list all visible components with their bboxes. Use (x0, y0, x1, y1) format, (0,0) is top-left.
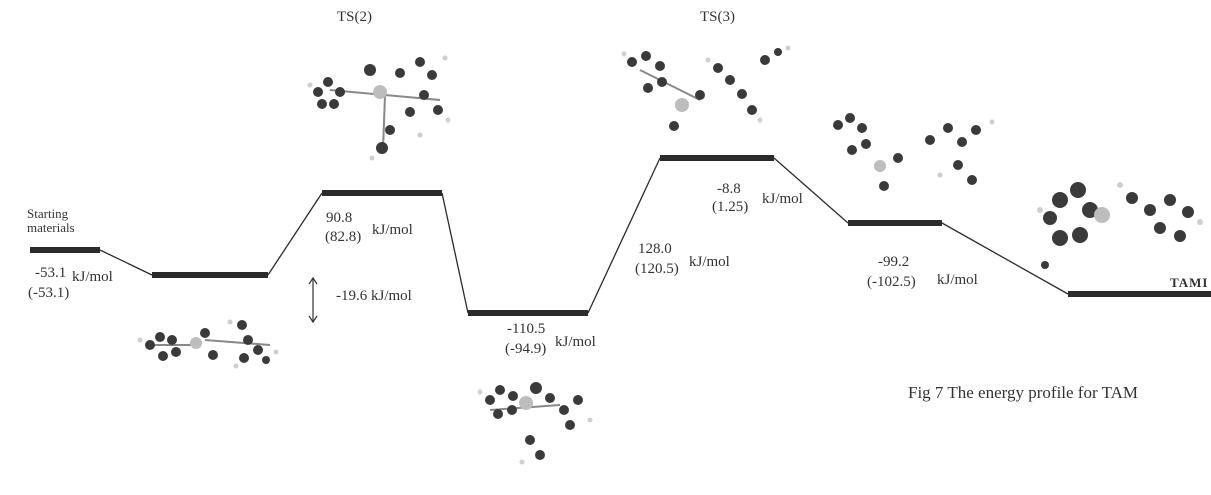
connector-start-complex (99, 249, 153, 276)
level-bar-post-ts3 (848, 220, 942, 226)
complex-unit: kJ/mol (72, 269, 113, 285)
molecule-post-ts3-icon (833, 113, 995, 191)
complex-value: -53.1 (35, 265, 67, 281)
level-bar-intermediate (468, 310, 588, 316)
ts3-alt: (120.5) (635, 261, 679, 277)
ts3-label: TS(3) (700, 9, 735, 25)
level-bar-start (30, 247, 100, 253)
ts3-value: 128.0 (638, 241, 672, 257)
level-bar-product (1068, 291, 1211, 297)
prefinal-alt: (-102.5) (867, 274, 916, 290)
intermediate-alt: (-94.9) (505, 341, 547, 357)
double-arrow-icon (308, 276, 318, 324)
connector-complex-ts2 (267, 192, 323, 276)
complex-alt: (-53.1) (28, 285, 70, 301)
connector-ts3-posts (773, 157, 849, 224)
level-bar-complex (152, 272, 268, 278)
molecule-ts3-icon (621, 45, 791, 131)
ts2-value: 90.8 (326, 210, 353, 226)
level-bar-ts3 (660, 155, 774, 161)
starting-label-line2: materials (27, 220, 75, 235)
level-bar-ts2 (322, 190, 442, 196)
intermediate-value: -110.5 (507, 321, 546, 337)
ts2-unit: kJ/mol (372, 222, 413, 238)
prefinal-value: -99.2 (878, 254, 910, 270)
ts3-unit: kJ/mol (689, 254, 730, 270)
figure-caption: Fig 7 The energy profile for TAM (908, 384, 1138, 402)
molecule-intermediate-icon (477, 382, 593, 465)
ts2-label: TS(2) (337, 9, 372, 25)
post-ts3-value: -8.8 (717, 181, 741, 197)
molecule-product-icon (1037, 182, 1203, 269)
post-ts3-unit: kJ/mol (762, 191, 803, 207)
post-ts3-alt: (1.25) (712, 199, 749, 215)
intermediate-unit: kJ/mol (555, 334, 596, 350)
gap-annotation: -19.6 kJ/mol (336, 288, 412, 304)
molecule-ts2-icon (307, 55, 451, 161)
product-label: TAMI (1170, 275, 1209, 290)
connector-posts-product (941, 222, 1069, 295)
ts2-alt: (82.8) (325, 229, 362, 245)
molecule-complex-icon (137, 319, 279, 369)
starting-label-line1: Starting (27, 206, 69, 221)
prefinal-unit: kJ/mol (937, 272, 978, 288)
connector-intermediate-ts3 (587, 157, 661, 314)
connector-lines (99, 157, 1069, 314)
connector-ts2-intermediate (441, 192, 469, 314)
